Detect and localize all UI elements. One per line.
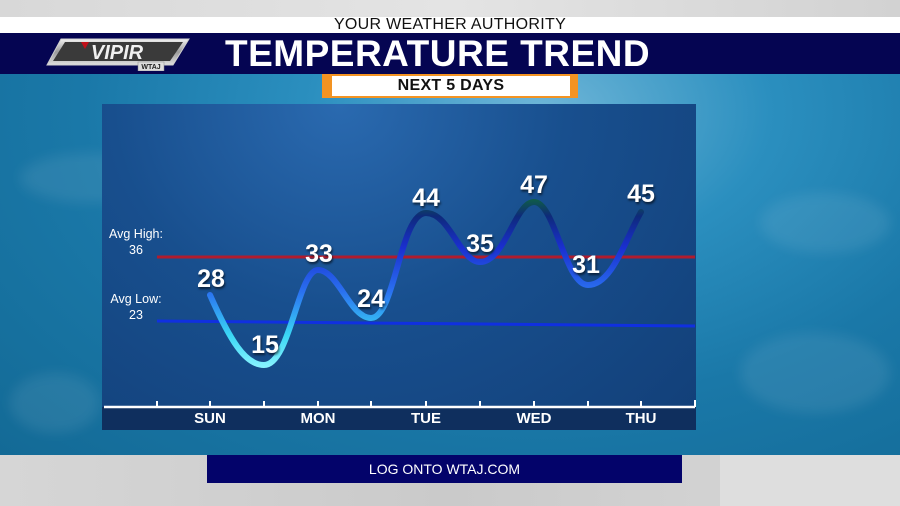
temp-value-mon-high: 33 [305, 240, 333, 268]
subtitle: NEXT 5 DAYS [332, 76, 570, 96]
temp-value-thu-high: 45 [627, 180, 655, 208]
tagline: YOUR WEATHER AUTHORITY [333, 16, 567, 33]
day-label-tue: TUE [411, 410, 441, 427]
temp-value-tue-high: 44 [412, 184, 440, 212]
website-banner: LOG ONTO WTAJ.COM [207, 455, 682, 483]
page-title: TEMPERATURE TREND [225, 33, 651, 74]
day-label-wed: WED [516, 410, 552, 427]
avg-low-label: Avg Low: 23 [110, 292, 162, 322]
x-axis-band [102, 407, 696, 430]
avg-high-label: Avg High: 36 [109, 227, 163, 257]
temp-value-tue-low: 35 [466, 230, 494, 258]
temp-value-sun-high: 28 [197, 265, 225, 293]
temp-value-sun-low: 15 [251, 331, 279, 359]
top-gray-strip [0, 0, 900, 17]
svg-text:VIPIR: VIPIR [91, 42, 144, 64]
svg-text:WTAJ: WTAJ [141, 64, 160, 71]
avg-low-line [156, 319, 696, 328]
tagline-bar: YOUR WEATHER AUTHORITY [0, 16, 900, 33]
day-label-sun: SUN [194, 410, 226, 427]
subtitle-box: NEXT 5 DAYS [322, 74, 578, 98]
temp-value-wed-low: 31 [572, 251, 600, 279]
vipir-logo-icon: VIPIR WTAJ [46, 38, 190, 71]
temp-value-mon-low: 24 [357, 285, 385, 313]
day-label-thu: THU [625, 410, 657, 427]
temperature-curve [207, 198, 644, 369]
temp-value-wed-high: 47 [520, 171, 548, 199]
day-label-mon: MON [300, 410, 336, 427]
